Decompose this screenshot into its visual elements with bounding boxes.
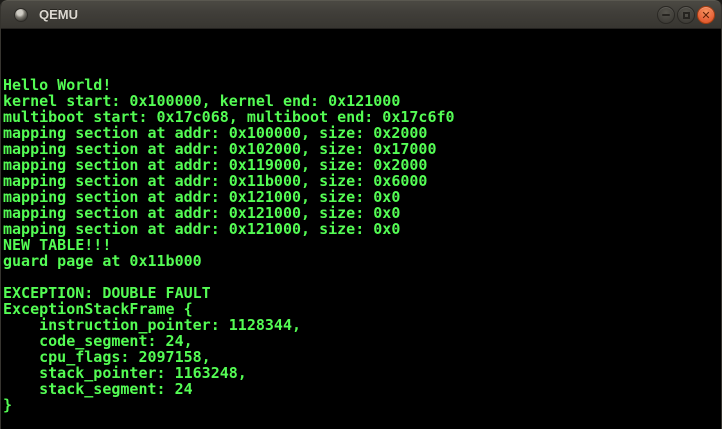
titlebar[interactable]: QEMU ✕ bbox=[1, 0, 721, 29]
terminal-line: kernel start: 0x100000, kernel end: 0x12… bbox=[3, 92, 401, 110]
terminal-line: mapping section at addr: 0x121000, size:… bbox=[3, 188, 401, 206]
terminal-line bbox=[3, 45, 721, 61]
terminal-line: mapping section at addr: 0x119000, size:… bbox=[3, 156, 428, 174]
minimize-button[interactable] bbox=[657, 6, 675, 24]
terminal-line: instruction_pointer: 1128344, bbox=[3, 316, 302, 334]
terminal-line: code_segment: 24, bbox=[3, 332, 193, 350]
maximize-icon bbox=[682, 11, 690, 19]
close-icon: ✕ bbox=[701, 8, 711, 22]
terminal-line: mapping section at addr: 0x121000, size:… bbox=[3, 220, 401, 238]
terminal-line bbox=[3, 61, 721, 77]
terminal-line: ExceptionStackFrame { bbox=[3, 300, 193, 318]
terminal-line: guard page at 0x11b000 bbox=[3, 252, 202, 270]
close-button[interactable]: ✕ bbox=[697, 6, 715, 24]
terminal-line: mapping section at addr: 0x11b000, size:… bbox=[3, 172, 428, 190]
terminal-line: Hello World! bbox=[3, 76, 112, 94]
terminal-line: cpu_flags: 2097158, bbox=[3, 348, 211, 366]
terminal-line: stack_segment: 24 bbox=[3, 380, 193, 398]
terminal-line bbox=[3, 29, 721, 45]
terminal[interactable]: Hello World! kernel start: 0x100000, kern… bbox=[1, 29, 721, 429]
window-title: QEMU bbox=[39, 7, 78, 22]
terminal-line bbox=[3, 269, 721, 285]
terminal-line: multiboot start: 0x17c068, multiboot end… bbox=[3, 108, 455, 126]
terminal-line: EXCEPTION: DOUBLE FAULT bbox=[3, 284, 211, 302]
terminal-line: mapping section at addr: 0x121000, size:… bbox=[3, 204, 401, 222]
minimize-icon bbox=[662, 14, 670, 16]
terminal-line: NEW TABLE!!! bbox=[3, 236, 112, 254]
terminal-line: } bbox=[3, 396, 13, 414]
window-controls: ✕ bbox=[657, 6, 715, 24]
maximize-button[interactable] bbox=[677, 6, 695, 24]
terminal-line: mapping section at addr: 0x102000, size:… bbox=[3, 140, 437, 158]
terminal-line: stack_pointer: 1163248, bbox=[3, 364, 247, 382]
terminal-line: mapping section at addr: 0x100000, size:… bbox=[3, 124, 428, 142]
qemu-app-icon bbox=[14, 8, 28, 22]
